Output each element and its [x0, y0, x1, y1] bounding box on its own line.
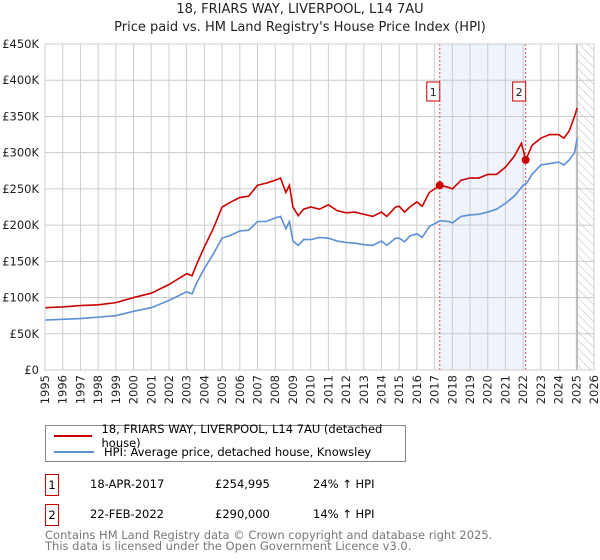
x-tick-label: 2005: [215, 375, 229, 404]
transaction-price: £290,000: [215, 507, 270, 521]
x-tick-label: 2000: [127, 375, 141, 404]
y-tick-label: £400K: [2, 73, 39, 87]
x-tick-label: 2013: [357, 375, 371, 404]
x-tick-label: 2007: [251, 375, 265, 404]
x-tick-label: 2004: [197, 375, 211, 404]
sale-label: 2: [516, 86, 523, 99]
x-tick-label: 2016: [410, 375, 424, 404]
y-tick-label: £50K: [10, 327, 40, 341]
x-tick-label: 1996: [56, 375, 70, 404]
y-tick-label: £300K: [2, 146, 39, 160]
x-tick-label: 1997: [73, 375, 87, 404]
legend-label: 18, FRIARS WAY, LIVERPOOL, L14 7AU (deta…: [101, 422, 383, 450]
price-chart: 1995 1996 1997 1998 1999 2000 2001 2002 2003 2004…: [2, 37, 600, 404]
x-tick-label: 2023: [534, 375, 548, 404]
x-tick-label: 2024: [552, 375, 566, 404]
legend-swatch-blue: [54, 451, 94, 453]
marker-badge: 2: [45, 504, 59, 526]
transaction-hpi: 24% ↑ HPI: [313, 477, 375, 491]
chart-subtitle: Price paid vs. HM Land Registry's House …: [114, 20, 486, 35]
x-tick-label: 2019: [463, 375, 477, 404]
x-tick-label: 2012: [339, 375, 353, 404]
x-tick-label: 2010: [304, 375, 318, 404]
chart-title: 18, FRIARS WAY, LIVERPOOL, L14 7AU: [176, 2, 424, 17]
x-tick-label: 2025: [569, 375, 583, 404]
legend-item-property: 18, FRIARS WAY, LIVERPOOL, L14 7AU (deta…: [54, 422, 405, 450]
transaction-date: 22-FEB-2022: [90, 507, 164, 521]
hpi-line: [44, 138, 578, 321]
sale-period-shading: [439, 44, 526, 370]
x-tick-label: 2002: [162, 375, 176, 404]
sale-label: 1: [430, 86, 437, 99]
y-tick-label: £0: [24, 363, 39, 377]
x-tick-label: 1999: [109, 375, 123, 404]
sale-label-box: [512, 81, 527, 102]
x-tick-label: 2026: [587, 375, 600, 404]
sale-point: [521, 155, 530, 164]
y-tick-label: £350K: [2, 109, 39, 123]
y-tick-label: £100K: [2, 291, 39, 305]
marker-badge: 1: [45, 474, 59, 496]
x-tick-label: 2003: [180, 375, 194, 404]
plot-frame: [44, 43, 595, 371]
sale-label-box: [426, 81, 441, 102]
x-tick-label: 2015: [392, 375, 406, 404]
y-tick-label: £250K: [2, 182, 39, 196]
y-tick-label: £150K: [2, 254, 39, 268]
legend: 18, FRIARS WAY, LIVERPOOL, L14 7AU (deta…: [45, 422, 406, 462]
sale-point: [435, 181, 444, 190]
transaction-hpi: 14% ↑ HPI: [313, 507, 375, 521]
transaction-date: 18-APR-2017: [90, 477, 165, 491]
footer-line: This data is licensed under the Open Gov…: [45, 539, 412, 553]
x-tick-label: 2014: [374, 375, 388, 404]
y-tick-label: £450K: [2, 37, 39, 51]
footer: Contains HM Land Registry data © Crown c…: [45, 528, 493, 553]
x-tick-label: 2017: [428, 375, 442, 404]
x-tick-label: 2018: [445, 375, 459, 404]
x-tick-label: 2001: [144, 375, 158, 404]
property-price-line: [44, 107, 578, 309]
legend-label: HPI: Average price, detached house, Know…: [104, 445, 372, 459]
x-tick-label: 2008: [268, 375, 282, 404]
legend-item-hpi: HPI: Average price, detached house, Know…: [54, 444, 371, 460]
x-tick-label: 2006: [233, 375, 247, 404]
x-tick-label: 2020: [481, 375, 495, 404]
x-tick-label: 2021: [498, 375, 512, 404]
legend-swatch-red: [54, 435, 92, 437]
forecast-hatch: [576, 43, 595, 371]
transaction-price: £254,995: [215, 477, 270, 491]
x-tick-label: 2022: [516, 375, 530, 404]
x-tick-label: 1998: [91, 375, 105, 404]
x-tick-label: 1995: [38, 375, 52, 404]
y-tick-label: £200K: [2, 218, 39, 232]
footer-line: Contains HM Land Registry data © Crown c…: [45, 528, 493, 542]
x-tick-label: 2009: [286, 375, 300, 404]
x-tick-label: 2011: [321, 375, 335, 404]
